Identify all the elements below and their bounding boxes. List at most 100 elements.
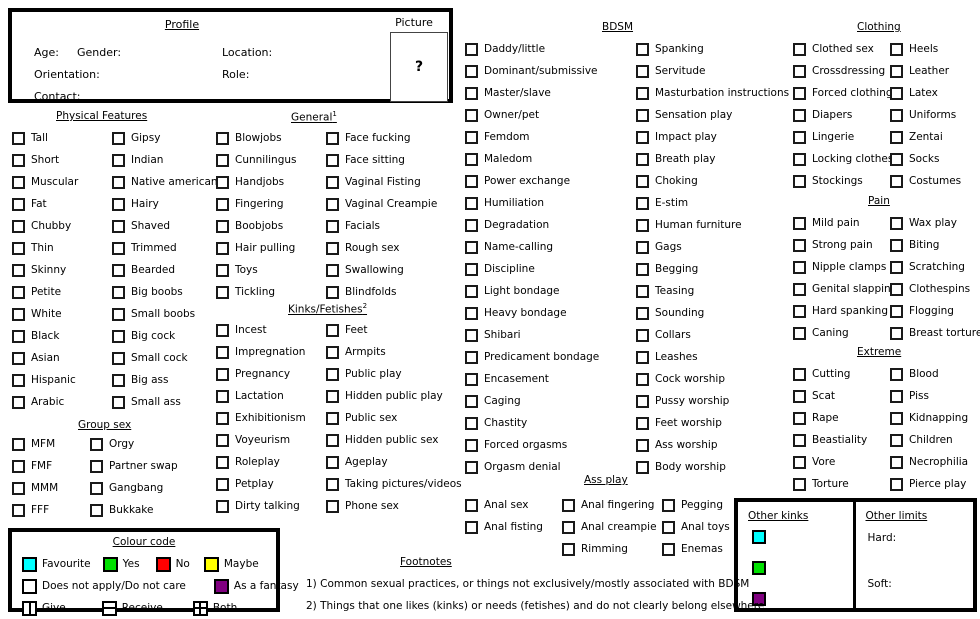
checkbox-icon[interactable] xyxy=(112,351,125,365)
physical-feature-row[interactable]: Short xyxy=(12,149,78,171)
checkbox-icon[interactable] xyxy=(216,455,229,469)
checkbox-icon[interactable] xyxy=(793,86,806,100)
kink-fetish-row[interactable]: Ageplay xyxy=(326,451,462,473)
checkbox-icon[interactable] xyxy=(662,542,675,556)
general-row[interactable]: Vaginal Creampie xyxy=(326,193,437,215)
group-sex-row[interactable]: MMM xyxy=(12,477,58,499)
physical-feature-row[interactable]: Native american xyxy=(112,171,218,193)
checkbox-icon[interactable] xyxy=(12,437,25,451)
checkbox-icon[interactable] xyxy=(326,241,339,255)
checkbox-icon[interactable] xyxy=(216,367,229,381)
group-sex-row[interactable]: Bukkake xyxy=(90,499,178,521)
checkbox-icon[interactable] xyxy=(12,329,25,343)
pain-row[interactable]: Caning xyxy=(793,322,897,344)
checkbox-icon[interactable] xyxy=(793,130,806,144)
checkbox-icon[interactable] xyxy=(12,395,25,409)
checkbox-icon[interactable] xyxy=(636,438,649,452)
bdsm-row[interactable]: Maledom xyxy=(465,148,599,170)
clothing-row[interactable]: Zentai xyxy=(890,126,961,148)
checkbox-icon[interactable] xyxy=(465,284,478,298)
checkbox-icon[interactable] xyxy=(326,219,339,233)
checkbox-icon[interactable] xyxy=(465,498,478,512)
ass-play-row[interactable]: Anal fingering xyxy=(562,494,657,516)
checkbox-icon[interactable] xyxy=(326,131,339,145)
extreme-row[interactable]: Pierce play xyxy=(890,473,968,495)
checkbox-icon[interactable] xyxy=(465,152,478,166)
physical-feature-row[interactable]: Small ass xyxy=(112,391,218,413)
checkbox-icon[interactable] xyxy=(12,197,25,211)
checkbox-icon[interactable] xyxy=(12,219,25,233)
physical-feature-row[interactable]: Big ass xyxy=(112,369,218,391)
checkbox-icon[interactable] xyxy=(465,218,478,232)
checkbox-icon[interactable] xyxy=(326,175,339,189)
general-row[interactable]: Tickling xyxy=(216,281,297,303)
checkbox-icon[interactable] xyxy=(890,389,903,403)
bdsm-row[interactable]: Heavy bondage xyxy=(465,302,599,324)
physical-feature-row[interactable]: Tall xyxy=(12,127,78,149)
extreme-row[interactable]: Kidnapping xyxy=(890,407,968,429)
checkbox-icon[interactable] xyxy=(112,373,125,387)
checkbox-icon[interactable] xyxy=(636,328,649,342)
group-sex-row[interactable]: Partner swap xyxy=(90,455,178,477)
kink-fetish-row[interactable]: Taking pictures/videos xyxy=(326,473,462,495)
checkbox-icon[interactable] xyxy=(12,481,25,495)
kink-fetish-row[interactable]: Hidden public play xyxy=(326,385,462,407)
pain-row[interactable]: Strong pain xyxy=(793,234,897,256)
checkbox-icon[interactable] xyxy=(326,345,339,359)
checkbox-icon[interactable] xyxy=(890,238,903,252)
bdsm-row[interactable]: Master/slave xyxy=(465,82,599,104)
checkbox-icon[interactable] xyxy=(326,263,339,277)
checkbox-icon[interactable] xyxy=(890,108,903,122)
checkbox-icon[interactable] xyxy=(326,455,339,469)
general-row[interactable]: Rough sex xyxy=(326,237,437,259)
checkbox-icon[interactable] xyxy=(326,499,339,513)
checkbox-icon[interactable] xyxy=(216,389,229,403)
pain-row[interactable]: Clothespins xyxy=(890,278,980,300)
checkbox-icon[interactable] xyxy=(890,455,903,469)
other-kink-swatch-icon[interactable] xyxy=(752,592,766,606)
bdsm-row[interactable]: Body worship xyxy=(636,456,789,478)
checkbox-icon[interactable] xyxy=(216,499,229,513)
checkbox-icon[interactable] xyxy=(112,285,125,299)
checkbox-icon[interactable] xyxy=(112,307,125,321)
other-kink-swatch-icon[interactable] xyxy=(752,530,766,544)
physical-feature-row[interactable]: Hairy xyxy=(112,193,218,215)
checkbox-icon[interactable] xyxy=(890,326,903,340)
checkbox-icon[interactable] xyxy=(465,240,478,254)
general-row[interactable]: Fingering xyxy=(216,193,297,215)
bdsm-row[interactable]: Forced orgasms xyxy=(465,434,599,456)
clothing-row[interactable]: Lingerie xyxy=(793,126,893,148)
general-row[interactable]: Handjobs xyxy=(216,171,297,193)
bdsm-row[interactable]: Encasement xyxy=(465,368,599,390)
checkbox-icon[interactable] xyxy=(636,196,649,210)
bdsm-row[interactable]: Discipline xyxy=(465,258,599,280)
physical-feature-row[interactable]: Skinny xyxy=(12,259,78,281)
general-row[interactable]: Blowjobs xyxy=(216,127,297,149)
checkbox-icon[interactable] xyxy=(90,481,103,495)
checkbox-icon[interactable] xyxy=(216,131,229,145)
checkbox-icon[interactable] xyxy=(793,152,806,166)
extreme-row[interactable]: Scat xyxy=(793,385,867,407)
checkbox-icon[interactable] xyxy=(890,130,903,144)
checkbox-icon[interactable] xyxy=(890,152,903,166)
checkbox-icon[interactable] xyxy=(793,367,806,381)
checkbox-icon[interactable] xyxy=(636,416,649,430)
checkbox-icon[interactable] xyxy=(216,323,229,337)
bdsm-row[interactable]: Shibari xyxy=(465,324,599,346)
bdsm-row[interactable]: Dominant/submissive xyxy=(465,60,599,82)
clothing-row[interactable]: Heels xyxy=(890,38,961,60)
ass-play-row[interactable]: Anal sex xyxy=(465,494,543,516)
checkbox-icon[interactable] xyxy=(465,130,478,144)
clothing-row[interactable]: Latex xyxy=(890,82,961,104)
bdsm-row[interactable]: Power exchange xyxy=(465,170,599,192)
checkbox-icon[interactable] xyxy=(465,416,478,430)
checkbox-icon[interactable] xyxy=(12,373,25,387)
checkbox-icon[interactable] xyxy=(636,306,649,320)
clothing-row[interactable]: Diapers xyxy=(793,104,893,126)
checkbox-icon[interactable] xyxy=(326,433,339,447)
checkbox-icon[interactable] xyxy=(793,433,806,447)
checkbox-icon[interactable] xyxy=(636,130,649,144)
bdsm-row[interactable]: Human furniture xyxy=(636,214,789,236)
bdsm-row[interactable]: Chastity xyxy=(465,412,599,434)
checkbox-icon[interactable] xyxy=(216,285,229,299)
